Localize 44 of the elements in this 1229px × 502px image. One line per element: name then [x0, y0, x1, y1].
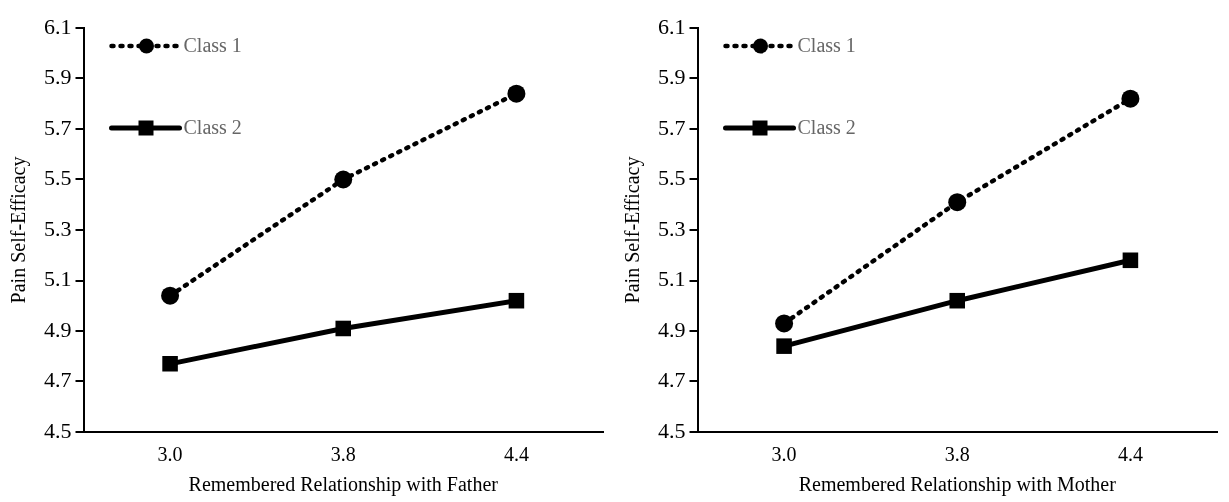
y-tick-label: 6.1: [658, 13, 686, 39]
point: [776, 338, 792, 354]
legend-label: Class 2: [797, 116, 856, 139]
point: [335, 320, 352, 337]
legend-label: Class 1: [183, 34, 242, 57]
x-tick-label: 3.0: [157, 443, 183, 466]
point: [334, 170, 353, 189]
y-axis-title: Pain Self-Efficacy: [7, 156, 31, 304]
x-axis-title: Remembered Relationship with Father: [188, 473, 499, 497]
x-tick-label: 3.8: [330, 443, 356, 466]
point: [775, 314, 794, 333]
point: [162, 356, 178, 372]
y-tick-label: 5.1: [658, 266, 686, 292]
y-tick-label: 4.9: [44, 316, 72, 342]
y-tick-label: 5.7: [658, 114, 686, 140]
y-tick-label: 5.5: [658, 165, 686, 191]
y-axis-title: Pain Self-Efficacy: [621, 156, 645, 304]
y-tick-label: 5.5: [44, 165, 72, 191]
y-tick-label: 5.9: [44, 64, 72, 90]
y-tick-label: 5.1: [44, 266, 72, 292]
x-tick-label: 3.8: [944, 443, 970, 466]
y-tick-label: 4.5: [44, 417, 72, 443]
x-tick-label: 3.0: [771, 443, 797, 466]
y-tick-label: 5.3: [658, 215, 686, 241]
legend-label: Class 1: [797, 34, 856, 57]
point: [161, 286, 180, 305]
y-tick-label: 5.7: [44, 114, 72, 140]
x-tick-label: 4.4: [503, 443, 529, 466]
y-tick-label: 4.7: [44, 367, 72, 393]
y-tick-label: 4.5: [658, 417, 686, 443]
point: [508, 292, 525, 309]
y-tick-label: 5.9: [658, 64, 686, 90]
y-tick-label: 4.7: [658, 367, 686, 393]
legend-label: Class 2: [183, 116, 242, 139]
y-tick-label: 6.1: [44, 13, 72, 39]
point: [949, 292, 966, 309]
x-tick-label: 4.4: [1117, 443, 1143, 466]
x-axis-title: Remembered Relationship with Mother: [798, 473, 1117, 497]
point: [948, 193, 967, 212]
y-tick-label: 5.3: [44, 215, 72, 241]
point: [1122, 252, 1139, 269]
y-tick-label: 4.9: [658, 316, 686, 342]
point: [507, 84, 526, 103]
point: [1121, 89, 1140, 108]
